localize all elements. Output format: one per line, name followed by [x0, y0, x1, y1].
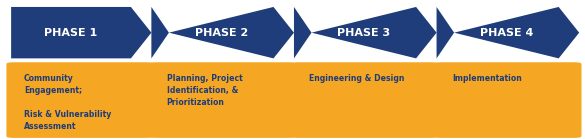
Text: Planning, Project
Identification, &
Prioritization: Planning, Project Identification, & Prio… [167, 74, 242, 107]
Text: Community
Engagement;

Risk & Vulnerability
Assessment: Community Engagement; Risk & Vulnerabili… [24, 74, 111, 131]
Text: PHASE 1: PHASE 1 [44, 28, 98, 38]
Text: Implementation: Implementation [452, 74, 521, 83]
Text: PHASE 2: PHASE 2 [195, 28, 248, 38]
Text: PHASE 3: PHASE 3 [337, 28, 390, 38]
FancyBboxPatch shape [149, 62, 296, 138]
FancyBboxPatch shape [6, 62, 154, 138]
Text: Engineering & Design: Engineering & Design [309, 74, 405, 83]
FancyBboxPatch shape [434, 62, 581, 138]
Polygon shape [294, 7, 436, 58]
Polygon shape [11, 7, 152, 58]
FancyBboxPatch shape [291, 62, 439, 138]
Text: PHASE 4: PHASE 4 [480, 28, 533, 38]
Polygon shape [152, 7, 294, 58]
Polygon shape [436, 7, 579, 58]
